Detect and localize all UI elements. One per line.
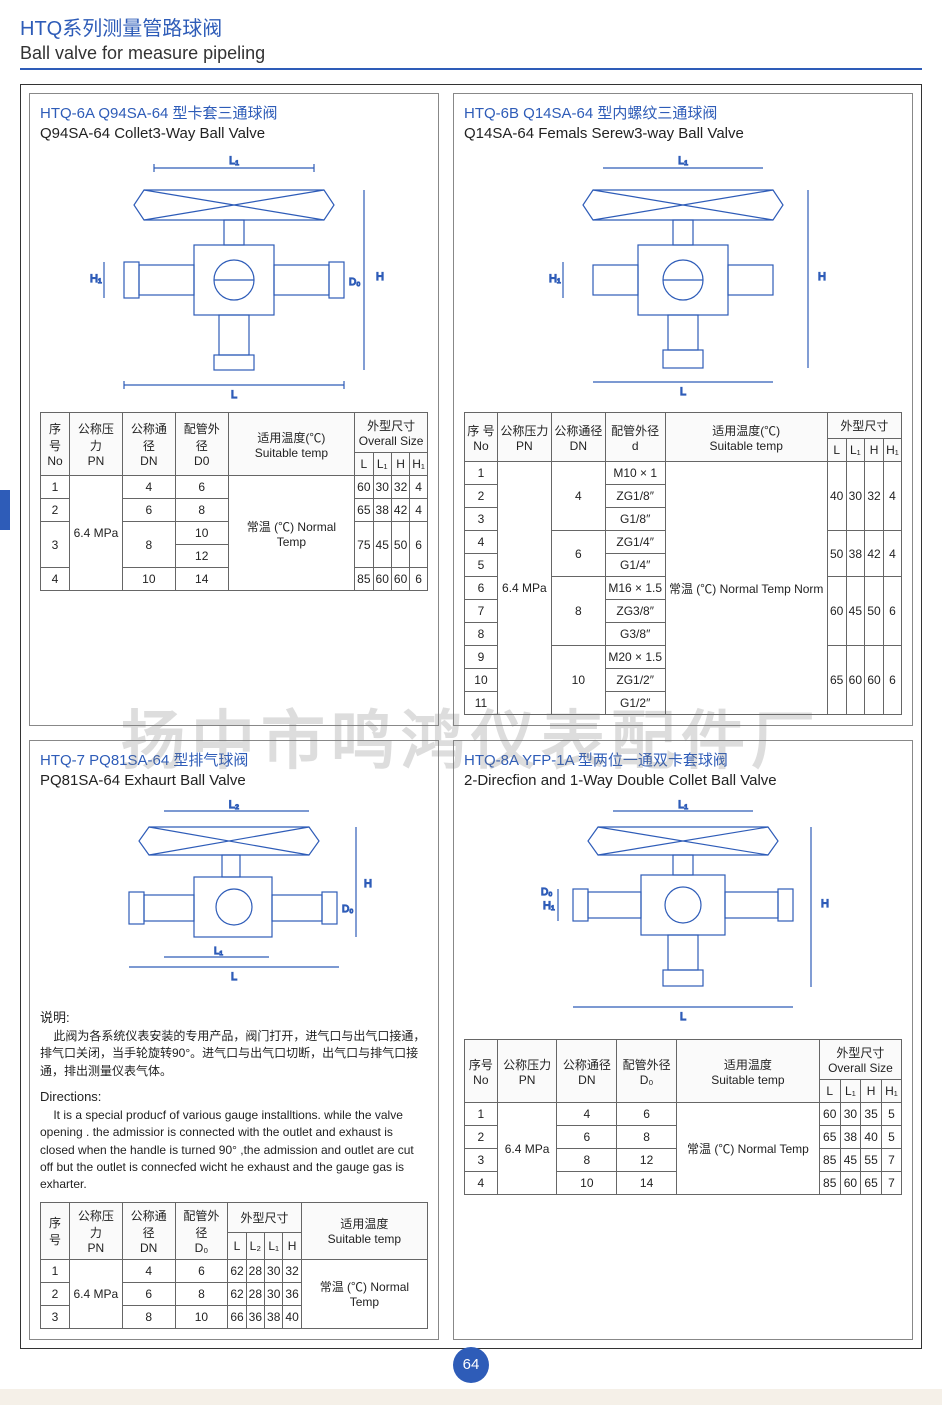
desc-en: Directions: It is a special producf of v…: [40, 1088, 428, 1194]
table-row: 1 6.4 MPa 46 常温 (℃) Normal Temp 6030 324: [41, 476, 428, 499]
svg-text:H₁: H₁: [549, 273, 561, 285]
svg-text:H₁: H₁: [90, 273, 102, 285]
panel-7-title-en: PQ81SA-64 Exhaurt Ball Valve: [40, 772, 428, 789]
diagram-6a: L₁ L H H₁ D₀: [84, 150, 384, 400]
panel-htq-7: HTQ-7 PQ81SA-64 型排气球阀 PQ81SA-64 Exhaurt …: [29, 740, 439, 1340]
panel-6a-title-cn: HTQ-6A Q94SA-64 型卡套三通球阀: [40, 102, 428, 123]
table-6b: 序 号No 公称压力PN 公称通径DN 配管外径d 适用温度(℃)Suitabl…: [464, 412, 902, 715]
svg-text:L: L: [680, 386, 686, 398]
svg-text:L: L: [231, 971, 237, 983]
page-title-en: Ball valve for measure pipeling: [20, 43, 922, 70]
svg-text:L₁: L₁: [678, 155, 688, 167]
panel-6b-title-en: Q14SA-64 Femals Serew3-way Ball Valve: [464, 125, 902, 142]
panel-htq-6b: HTQ-6B Q14SA-64 型内螺纹三通球阀 Q14SA-64 Femals…: [453, 93, 913, 726]
svg-text:L₁: L₁: [678, 799, 688, 811]
panel-6b-title-cn: HTQ-6B Q14SA-64 型内螺纹三通球阀: [464, 102, 902, 123]
page-number-badge: 64: [453, 1347, 489, 1383]
svg-text:D₀: D₀: [349, 277, 360, 288]
panel-htq-6a: HTQ-6A Q94SA-64 型卡套三通球阀 Q94SA-64 Collet3…: [29, 93, 439, 726]
left-tab-decoration: [0, 490, 10, 530]
table-6a: 序号No 公称压力PN 公称通径DN 配管外径D0 适用温度(℃)Suitabl…: [40, 412, 428, 591]
svg-text:L₁: L₁: [214, 946, 224, 957]
outer-box: HTQ-6A Q94SA-64 型卡套三通球阀 Q94SA-64 Collet3…: [20, 84, 922, 1349]
panel-6a-title-en: Q94SA-64 Collet3-Way Ball Valve: [40, 125, 428, 142]
svg-text:H: H: [364, 878, 372, 890]
diagram-7: L₂ L L₁ H D₀: [94, 797, 374, 997]
svg-text:L: L: [231, 389, 237, 400]
panel-8a-title-en: 2-Direcfion and 1-Way Double Collet Ball…: [464, 772, 902, 789]
desc-cn: 说明: 此阀为各系统仪表安装的专用产品，阀门打开，进气口与出气口接通，排气口关闭…: [40, 1009, 428, 1080]
table-7: 序号 公称压力PN 公称通径DN 配管外径D₀ 外型尺寸 适用温度Suitabl…: [40, 1202, 428, 1329]
svg-text:D₀: D₀: [541, 887, 552, 898]
svg-text:L: L: [680, 1011, 686, 1023]
svg-text:L₂: L₂: [229, 799, 239, 811]
panel-htq-8a: HTQ-8A YFP-1A 型两位一通双卡套球阀 2-Direcfion and…: [453, 740, 913, 1340]
svg-text:L₁: L₁: [229, 155, 239, 167]
svg-text:H₁: H₁: [543, 900, 555, 912]
diagram-6b: L₁ L H H₁: [533, 150, 833, 400]
table-8a: 序号No 公称压力PN 公称通径DN 配管外径D₀ 适用温度Suitable t…: [464, 1039, 902, 1195]
page-title-cn: HTQ系列测量管路球阀: [20, 12, 922, 41]
panel-7-title-cn: HTQ-7 PQ81SA-64 型排气球阀: [40, 749, 428, 770]
panel-8a-title-cn: HTQ-8A YFP-1A 型两位一通双卡套球阀: [464, 749, 902, 770]
svg-text:D₀: D₀: [342, 904, 353, 915]
svg-text:H: H: [821, 898, 829, 910]
diagram-8a: L₁ L H₁ D₀ H: [533, 797, 833, 1027]
svg-text:H: H: [818, 271, 826, 283]
svg-text:H: H: [376, 271, 384, 283]
